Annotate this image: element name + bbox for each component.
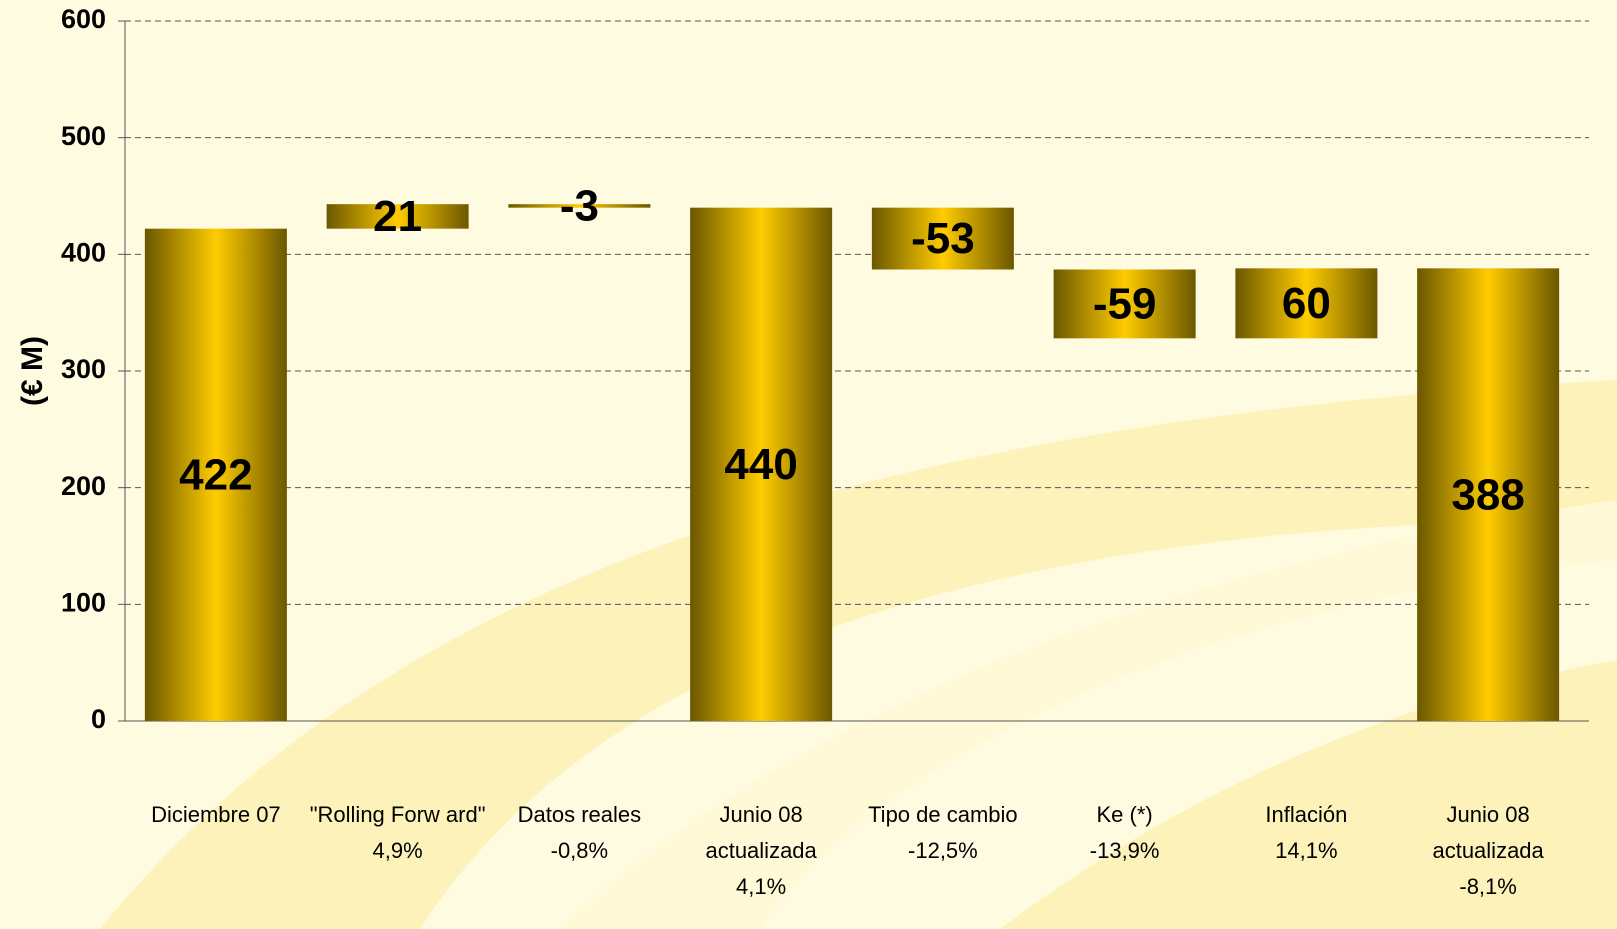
value-label: 21 [373, 192, 422, 241]
background-decoration [100, 380, 1617, 929]
value-label: -53 [911, 214, 975, 263]
x-tick-label: -12,5% [908, 838, 978, 863]
x-tick-label: -13,9% [1090, 838, 1160, 863]
value-label: -59 [1093, 280, 1157, 329]
y-tick-label: 200 [61, 471, 106, 501]
y-axis-label: (€ M) [16, 336, 49, 406]
bar [326, 204, 469, 229]
x-tick-label: -0,8% [551, 838, 608, 863]
x-tick-label: Inflación [1265, 802, 1347, 827]
x-tick-label: "Rolling Forw ard" [310, 802, 486, 827]
bar [1417, 268, 1560, 721]
x-tick-label: 4,9% [373, 838, 423, 863]
x-tick-label: Diciembre 07 [151, 802, 281, 827]
y-tick-label: 400 [61, 237, 106, 267]
x-tick-label: -8,1% [1459, 874, 1516, 899]
x-tick-label: actualizada [1432, 838, 1544, 863]
y-tick-label: 500 [61, 121, 106, 151]
y-tick-label: 300 [61, 354, 106, 384]
value-label: 422 [179, 450, 252, 499]
bar [1235, 268, 1378, 339]
y-tick-label: 600 [61, 4, 106, 34]
value-label: -3 [560, 182, 599, 231]
x-tick-label: Ke (*) [1097, 802, 1153, 827]
bar [871, 207, 1014, 270]
value-label: 388 [1451, 470, 1524, 519]
value-label: 440 [724, 440, 797, 489]
value-label: 60 [1282, 279, 1331, 328]
bar [508, 204, 651, 208]
bar [1053, 269, 1196, 339]
x-tick-label: Datos reales [518, 802, 642, 827]
x-tick-label: 14,1% [1275, 838, 1337, 863]
x-tick-label: Tipo de cambio [868, 802, 1018, 827]
x-tick-label: Junio 08 [1447, 802, 1530, 827]
x-tick-label: actualizada [705, 838, 817, 863]
bar [690, 207, 833, 721]
x-tick-label: Junio 08 [720, 802, 803, 827]
y-tick-label: 100 [61, 587, 106, 617]
x-tick-label: 4,1% [736, 874, 786, 899]
y-tick-label: 0 [91, 704, 106, 734]
bar [144, 228, 287, 721]
